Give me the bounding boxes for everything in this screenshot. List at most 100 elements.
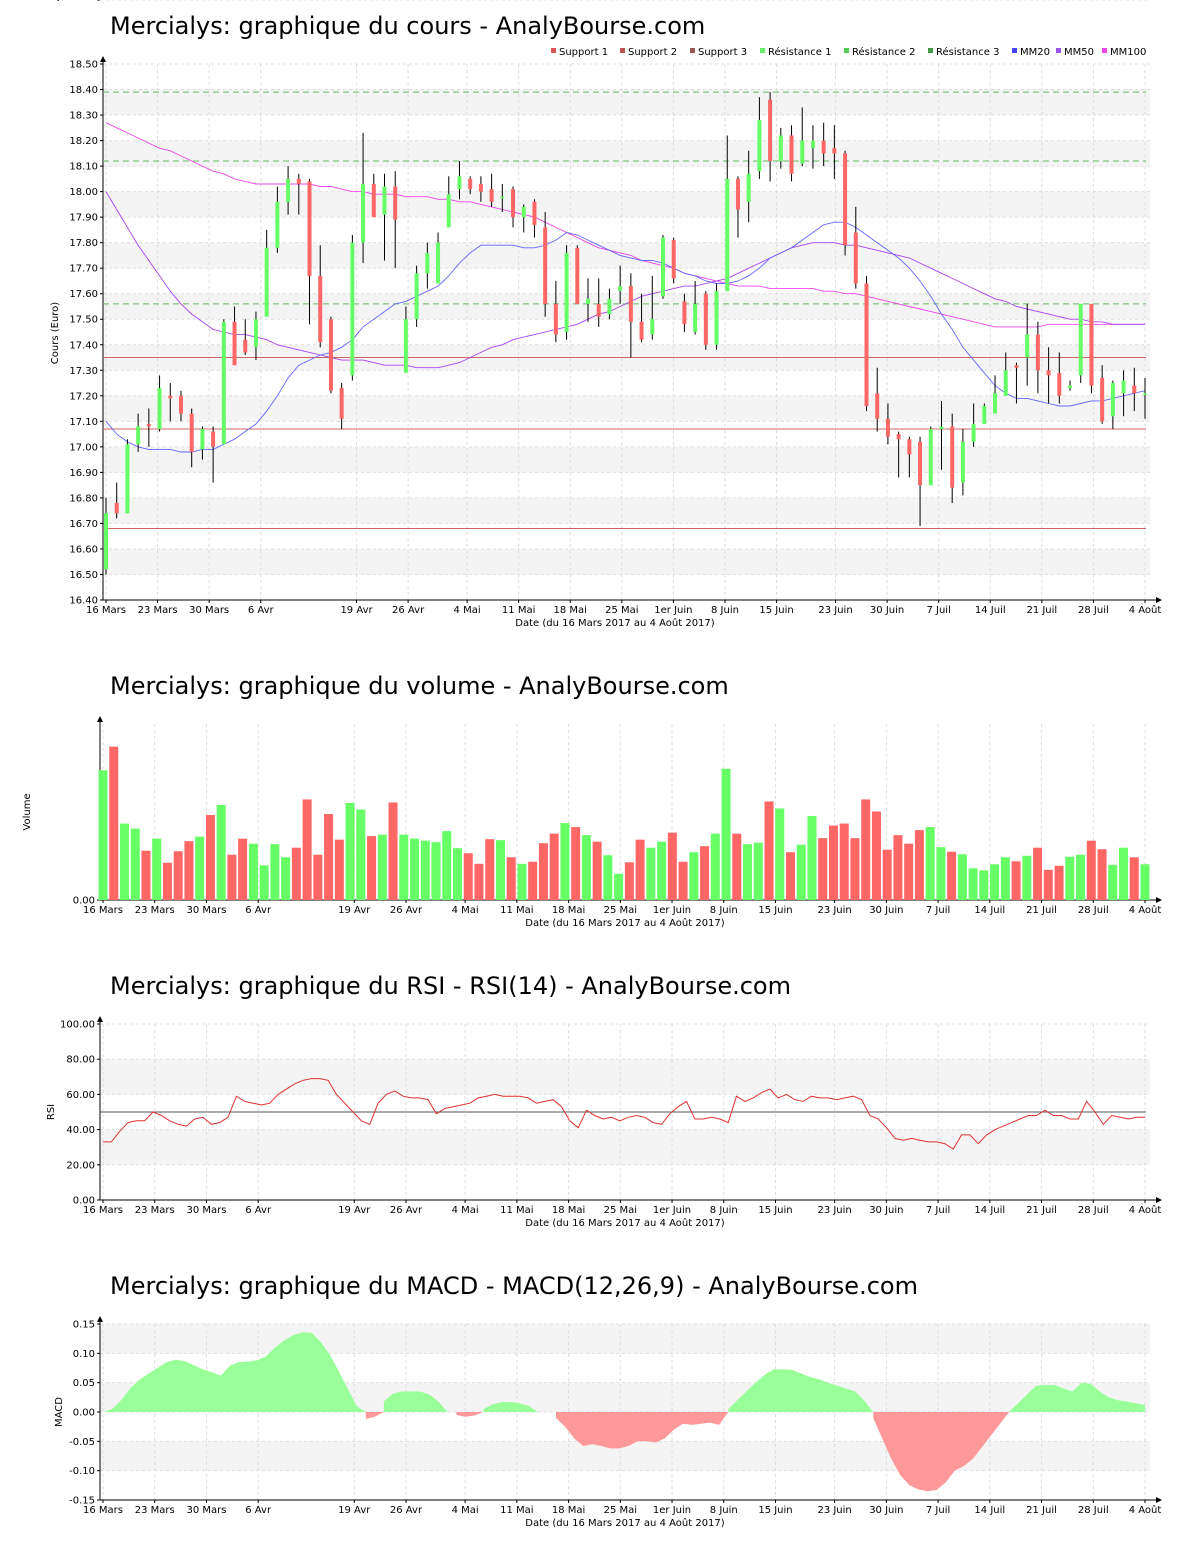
candle-body [596, 303, 601, 317]
volume-bar [893, 835, 903, 900]
candle-body [1110, 383, 1115, 417]
price-legend: Support 1 Support 2 Support 3 Résistance 1 R… [551, 46, 1146, 58]
volume-bar [646, 847, 656, 900]
y-tick-label: 17.80 [69, 238, 98, 249]
y-tick-label: 200,000.00 [38, 0, 95, 3]
x-tick-label: 25 Mai [604, 1205, 637, 1216]
volume-bar [828, 825, 838, 900]
candle-body [1014, 365, 1019, 368]
candle-body [757, 120, 762, 172]
rsi-line [103, 1078, 1145, 1150]
y-tick-label: -0.15 [69, 1496, 95, 1507]
legend-swatch [760, 48, 765, 53]
grid-band [103, 395, 1150, 422]
y-tick-label: 16.40 [69, 596, 98, 607]
y-axis-arrow [97, 1016, 103, 1022]
volume-bar [1076, 854, 1086, 900]
x-tick-label: 4 Août [1129, 1504, 1162, 1516]
x-tick-label: 30 Mars [189, 605, 229, 616]
macd-y-axis-label: MACD [54, 1397, 65, 1427]
volume-bar [796, 844, 806, 900]
candle-body [885, 418, 890, 437]
volume-bar [581, 835, 591, 900]
candle-body [1121, 380, 1126, 394]
x-tick-label: 8 Juin [710, 1505, 738, 1516]
x-tick-label: 21 Juil [1026, 1505, 1057, 1516]
grid-band [103, 446, 1150, 473]
volume-bar [130, 828, 140, 900]
mm20-line [105, 221, 1146, 453]
candle-body [200, 428, 205, 450]
macd-negative-area [365, 1412, 384, 1419]
x-tick-label: 11 Mai [500, 1205, 533, 1216]
volume-bar [270, 844, 280, 900]
candle-body [800, 140, 805, 164]
candle-body [446, 194, 451, 228]
y-tick-label: 18.40 [69, 85, 98, 96]
volume-bar [603, 855, 613, 900]
volume-bar [485, 839, 495, 900]
candle-body [746, 173, 751, 202]
y-axis-arrow [97, 716, 103, 722]
volume-bar [431, 842, 441, 900]
volume-bar [356, 809, 366, 900]
x-tick-label: 16 Mars [83, 1205, 123, 1216]
candle-body [307, 181, 312, 276]
candle-body [361, 183, 366, 243]
y-tick-label: 17.90 [69, 213, 98, 224]
grid-band [103, 242, 1150, 269]
x-tick-label: 23 Mars [135, 905, 175, 916]
candle-body [864, 283, 869, 407]
y-tick-label: 50,000.00 [44, 0, 95, 3]
volume-bar [1097, 849, 1107, 900]
candle-body [843, 153, 848, 246]
volume-bar [324, 814, 334, 900]
candle-body [575, 247, 580, 304]
x-tick-label: 14 Juil [975, 605, 1006, 616]
x-tick-label: 15 Juin [758, 1505, 792, 1516]
candle-body [339, 388, 344, 419]
grid-band [100, 1059, 1150, 1095]
volume-bar [592, 841, 602, 900]
candle-body [821, 140, 826, 154]
candle-body [682, 301, 687, 325]
candle-body [982, 406, 987, 424]
candle-body [425, 252, 430, 274]
volume-bar [399, 834, 409, 900]
x-tick-label: 4 Août [1129, 904, 1162, 916]
candle-body [1068, 385, 1073, 389]
legend-swatch [1056, 48, 1061, 53]
macd-x-axis-label: Date (du 16 Mars 2017 au 4 Août 2017) [525, 1517, 724, 1529]
y-tick-label: 250,000.00 [38, 0, 95, 3]
macd-positive-area [1009, 1382, 1145, 1412]
candle-body [264, 247, 269, 317]
candle-body [328, 319, 333, 391]
volume-bar [614, 873, 624, 900]
x-tick-label: 4 Mai [452, 1205, 479, 1216]
y-tick-label: 16.80 [69, 493, 98, 504]
volume-y-axis-label: Volume [22, 793, 33, 830]
volume-chart-title: Mercialys: graphique du volume - AnalyBo… [110, 672, 729, 700]
candle-body [660, 237, 665, 297]
x-tick-label: 18 Mai [552, 905, 585, 916]
candle-body [714, 291, 719, 345]
macd-chart: Mercialys: graphique du MACD - MACD(12,2… [54, 1272, 1162, 1529]
x-tick-label: 18 Mai [554, 605, 587, 616]
y-tick-label: 0.00 [73, 1196, 95, 1207]
x-tick-label: 23 Juin [817, 905, 851, 916]
volume-bar [184, 841, 194, 900]
x-tick-label: 25 Mai [604, 1505, 637, 1516]
candle-body [543, 227, 548, 304]
volume-bar [442, 831, 452, 900]
candle-body [789, 135, 794, 174]
volume-x-axis-label: Date (du 16 Mars 2017 au 4 Août 2017) [525, 917, 724, 929]
volume-bar [205, 815, 215, 900]
candle-body [275, 201, 280, 248]
grid-band [103, 191, 1150, 218]
rsi-y-axis-label: RSI [46, 1104, 57, 1120]
x-tick-label: 21 Juil [1026, 1205, 1057, 1216]
volume-bar [571, 827, 581, 900]
x-tick-label: 23 Mars [135, 1205, 175, 1216]
x-tick-label: 8 Juin [710, 905, 738, 916]
